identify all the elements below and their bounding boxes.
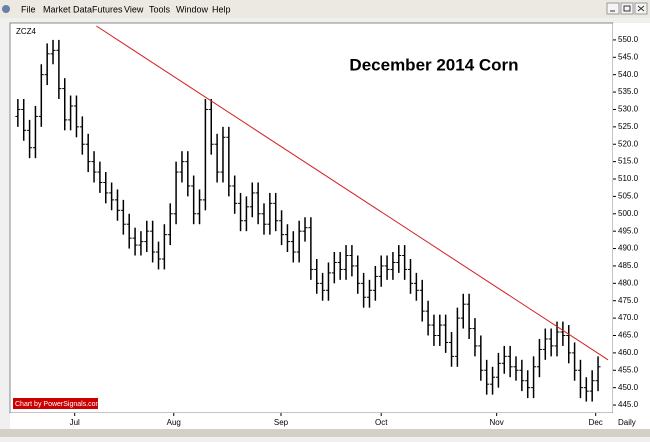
window-buttons [606, 2, 648, 15]
price-axis [613, 23, 650, 420]
y-tick-label: 475.0 [618, 296, 639, 305]
y-tick-label: 495.0 [618, 226, 639, 235]
y-tick-label: 450.0 [618, 383, 639, 392]
y-tick-label: 455.0 [618, 365, 639, 374]
x-tick-label: Jul [70, 418, 80, 427]
menu-bar [0, 0, 650, 18]
plot: 445.0 450.0 455.0 460.0 465.0 470.0 475.0 480.0… [15, 25, 639, 427]
credit-box [13, 398, 98, 409]
y-tick-label: 520.0 [618, 139, 639, 148]
app-icon [2, 5, 10, 13]
y-tick-label: 545.0 [618, 52, 639, 61]
y-tick-label: 445.0 [618, 400, 639, 409]
y-tick-label: 505.0 [618, 192, 639, 201]
y-tick-label: 480.0 [618, 278, 639, 287]
close-icon [637, 5, 645, 12]
trendline [96, 25, 609, 361]
x-tick-label: Dec [589, 418, 603, 427]
menu-item[interactable]: Market Data [43, 4, 92, 14]
restore-icon [623, 5, 631, 12]
menu-item[interactable]: View [124, 4, 144, 14]
menu-item[interactable]: Futures [92, 4, 123, 14]
menu-item[interactable]: Help [212, 4, 231, 14]
chart-title: December 2014 Corn [349, 55, 518, 74]
y-tick-label: 535.0 [618, 87, 639, 96]
y-tick-label: 540.0 [618, 70, 639, 79]
x-tick-label: Nov [490, 418, 504, 427]
y-tick-label: 530.0 [618, 105, 639, 114]
y-tick-label: 525.0 [618, 122, 639, 131]
restore-button[interactable] [620, 2, 634, 15]
minimize-button[interactable] [606, 2, 620, 15]
y-tick-label: 460.0 [618, 348, 639, 357]
menu-item[interactable]: Window [176, 4, 209, 14]
symbol: ZCZ4 [16, 27, 37, 36]
y-tick-label: 500.0 [618, 209, 639, 218]
status-bar [0, 429, 650, 437]
x-tick-label: Aug [167, 418, 181, 427]
x-tick-label: Sep [274, 418, 289, 427]
y-tick-label: 510.0 [618, 174, 639, 183]
y-tick-label: 465.0 [618, 331, 639, 340]
menu-item[interactable]: File [21, 4, 36, 14]
y-tick-label: 485.0 [618, 261, 639, 270]
y-tick-label: 515.0 [618, 157, 639, 166]
y-tick-label: 490.0 [618, 244, 639, 253]
menu-item[interactable]: Tools [149, 4, 171, 14]
period: Daily [618, 418, 636, 427]
y-tick-label: 550.0 [618, 35, 639, 44]
y-tick-label: 470.0 [618, 313, 639, 322]
credit: Chart by PowerSignals.com [15, 401, 102, 408]
x-tick-label: Oct [375, 418, 388, 427]
time-axis [10, 413, 650, 429]
